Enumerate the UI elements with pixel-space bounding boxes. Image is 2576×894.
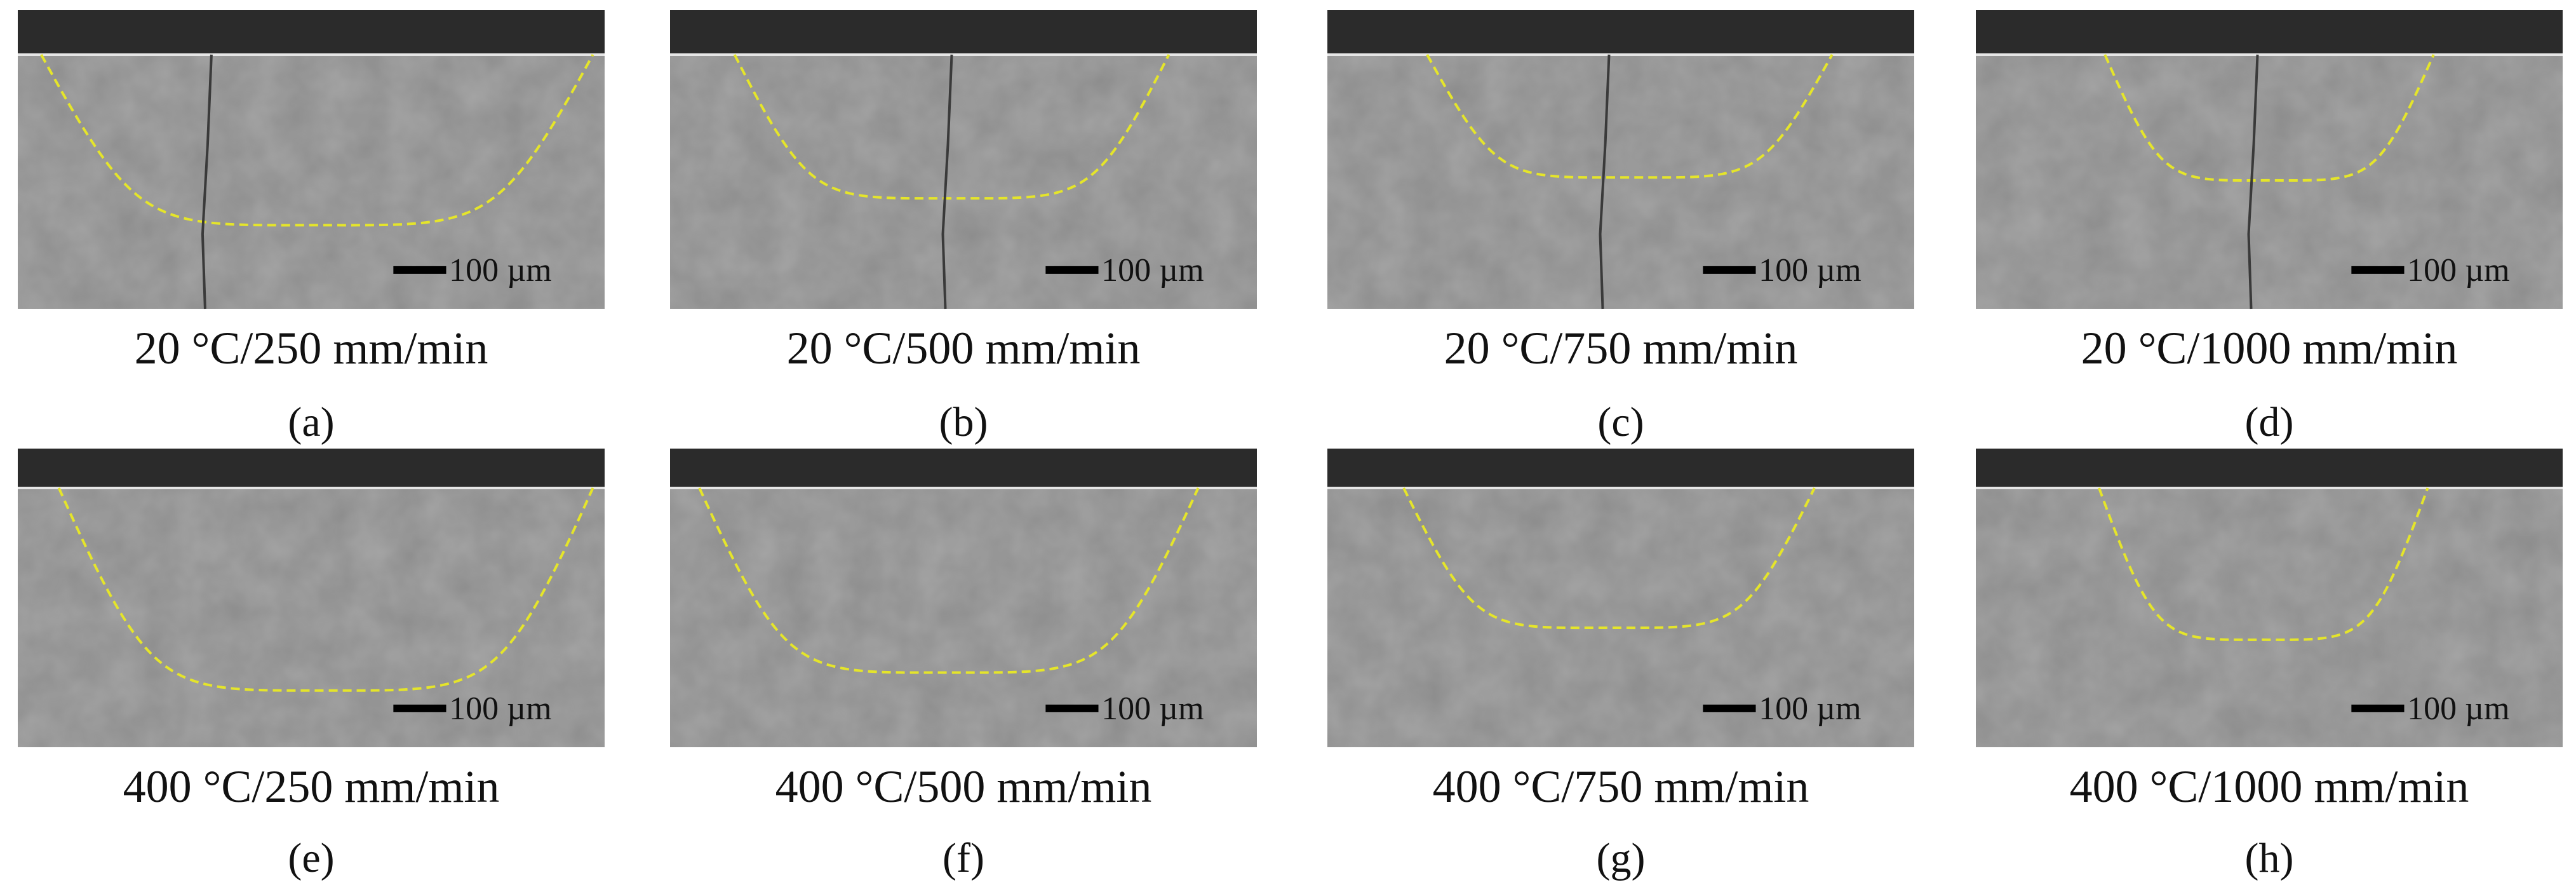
micrograph-texture [1976,10,2563,309]
coating-layer [18,449,605,488]
coating-layer [1327,10,1914,55]
panel: 100 µm 20 °C/500 mm/min (b) [670,10,1257,445]
scale-bar-label: 100 µm [1101,691,1204,727]
scale-bar-label: 100 µm [2407,691,2509,727]
coating-layer [670,449,1257,488]
scale-bar [393,704,446,712]
panel-label: (d) [2245,399,2294,445]
panel: 100 µm 20 °C/750 mm/min (c) [1327,10,1914,445]
melt-pool-boundary [733,54,1171,200]
scale-bar [2351,704,2405,712]
scale-bar-label: 100 µm [1101,252,1204,288]
scale-bar [1703,704,1756,712]
panel: 100 µm 400 °C/500 mm/min (f) [670,449,1257,881]
panel-caption: 20 °C/500 mm/min [787,323,1141,374]
coating-layer [1327,449,1914,488]
panel: 100 µm 400 °C/250 mm/min (e) [18,449,605,881]
crack [201,54,213,309]
panel-label: (f) [943,835,984,881]
crack [2247,54,2259,309]
panel-caption: 400 °C/250 mm/min [123,761,500,812]
scale-bar-label: 100 µm [449,252,551,288]
crack [1599,54,1611,309]
melt-pool-boundary [40,54,594,227]
coating-layer [18,10,605,55]
scale-bar [1045,266,1099,274]
coating-layer [670,10,1257,55]
panel-label: (a) [288,399,334,445]
panel-label: (b) [939,399,988,445]
micrograph-texture [18,10,605,309]
melt-pool-boundary [2103,54,2435,182]
melt-pool-boundary [2098,487,2429,641]
panel: 100 µm 20 °C/250 mm/min (a) [18,10,605,445]
micrograph-texture [1327,449,1914,747]
scale-bar [393,266,446,274]
panel-caption: 20 °C/750 mm/min [1444,323,1798,374]
panel-label: (e) [288,835,334,881]
scale-bar [2351,266,2405,274]
scale-bar-label: 100 µm [2407,252,2509,288]
scale-bar [1045,704,1099,712]
panel-caption: 400 °C/750 mm/min [1433,761,1809,812]
micrograph-texture [670,449,1257,747]
melt-pool-boundary [1426,54,1834,179]
scale-bar-label: 100 µm [1759,691,1861,727]
melt-pool-boundary [57,487,594,692]
panel-label: (c) [1597,399,1644,445]
melt-pool-boundary [698,487,1200,674]
panel-label: (h) [2245,835,2294,881]
micrograph-texture [670,10,1257,309]
micrograph-texture [1327,10,1914,309]
melt-pool-boundary [1402,487,1816,630]
panel: 100 µm 20 °C/1000 mm/min (d) [1976,10,2563,445]
scale-bar [1703,266,1756,274]
micrograph-texture [1976,449,2563,747]
micrograph-texture [18,449,605,747]
panel-caption: 400 °C/1000 mm/min [2070,761,2469,812]
scale-bar-label: 100 µm [1759,252,1861,288]
crack [941,54,953,309]
panel: 100 µm 400 °C/1000 mm/min (h) [1976,449,2563,881]
scale-bar-label: 100 µm [449,691,551,727]
panel-caption: 20 °C/250 mm/min [135,323,488,374]
coating-layer [1976,10,2563,55]
panel-label: (g) [1597,835,1646,881]
panel-caption: 400 °C/500 mm/min [775,761,1152,812]
panel: 100 µm 400 °C/750 mm/min (g) [1327,449,1914,881]
coating-layer [1976,449,2563,488]
panel-caption: 20 °C/1000 mm/min [2081,323,2458,374]
